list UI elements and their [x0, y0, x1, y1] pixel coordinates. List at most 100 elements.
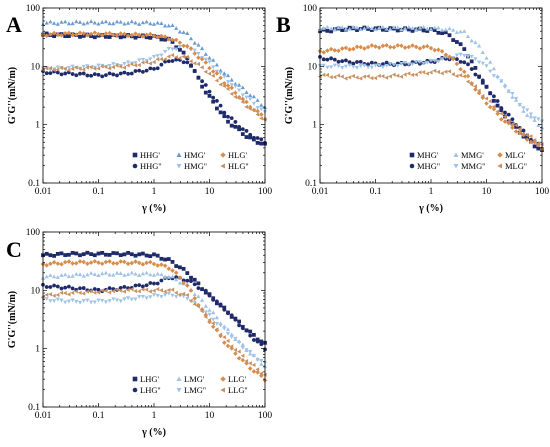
- legend-marker: [132, 163, 138, 169]
- data-point: [499, 79, 504, 84]
- data-point: [218, 323, 223, 328]
- legend-label: HHG'': [140, 161, 162, 171]
- data-point: [484, 85, 489, 89]
- y-tick-label: 10: [31, 286, 41, 296]
- data-point: [155, 293, 160, 298]
- data-point: [259, 358, 264, 363]
- data-point: [502, 114, 507, 119]
- data-point: [104, 252, 108, 257]
- data-point: [259, 371, 263, 376]
- data-point: [111, 297, 116, 302]
- data-point: [107, 35, 112, 39]
- data-point: [225, 338, 230, 344]
- data-point: [248, 135, 253, 140]
- data-point: [428, 27, 434, 31]
- data-point: [200, 79, 205, 84]
- data-point: [96, 290, 101, 295]
- data-point: [469, 38, 474, 43]
- data-point: [70, 290, 75, 295]
- data-point: [141, 251, 145, 256]
- data-point: [506, 120, 511, 126]
- data-point: [166, 291, 171, 296]
- x-tick-label: 100: [258, 411, 273, 421]
- data-point: [218, 302, 223, 307]
- data-point: [81, 286, 86, 290]
- data-point: [207, 317, 212, 323]
- data-point: [384, 26, 389, 31]
- data-point: [137, 295, 142, 299]
- data-point: [358, 44, 363, 50]
- data-point: [362, 46, 367, 51]
- data-point: [100, 288, 104, 293]
- data-point: [140, 57, 145, 62]
- data-point: [377, 63, 382, 68]
- data-point: [151, 33, 157, 39]
- data-point: [92, 30, 98, 35]
- data-point: [122, 70, 127, 75]
- data-point: [181, 30, 186, 35]
- data-point: [111, 21, 116, 26]
- data-point: [225, 86, 230, 91]
- data-point: [81, 33, 86, 38]
- data-point: [503, 110, 507, 115]
- legend-label: LLG': [228, 374, 247, 384]
- data-point: [321, 72, 326, 77]
- data-point: [240, 99, 245, 105]
- data-point: [211, 321, 215, 326]
- y-tick-label: 10: [31, 62, 41, 72]
- data-point: [502, 85, 508, 90]
- data-point: [192, 292, 197, 297]
- data-point: [336, 25, 341, 30]
- data-point: [366, 24, 371, 29]
- data-point: [480, 95, 486, 100]
- data-point: [63, 19, 68, 24]
- data-point: [78, 286, 82, 291]
- data-point: [340, 28, 345, 32]
- data-point: [391, 72, 396, 77]
- data-point: [55, 70, 60, 75]
- data-point: [85, 64, 90, 68]
- data-point: [365, 74, 370, 79]
- data-point: [126, 272, 131, 277]
- data-point: [502, 119, 508, 124]
- data-point: [62, 259, 68, 265]
- data-point: [237, 125, 242, 129]
- data-point: [177, 275, 183, 280]
- data-point: [214, 62, 219, 67]
- data-point: [174, 275, 179, 280]
- data-point: [329, 29, 333, 34]
- data-point: [66, 292, 71, 297]
- data-point: [325, 28, 330, 33]
- data-point: [66, 68, 71, 73]
- data-point: [229, 77, 234, 82]
- data-point: [380, 65, 385, 70]
- data-point: [96, 63, 101, 68]
- data-point: [144, 270, 149, 275]
- data-point: [66, 274, 71, 279]
- data-point: [366, 65, 371, 70]
- data-point: [225, 332, 231, 336]
- data-point: [122, 259, 127, 265]
- series-llgp: [40, 258, 268, 383]
- data-point: [225, 80, 231, 84]
- data-point: [506, 119, 511, 124]
- data-point: [81, 64, 86, 69]
- data-point: [233, 336, 238, 341]
- data-point: [211, 310, 216, 315]
- data-point: [339, 46, 345, 51]
- data-point: [96, 72, 101, 77]
- data-point: [129, 19, 134, 24]
- data-point: [78, 34, 82, 39]
- data-point: [365, 44, 371, 50]
- data-point: [55, 297, 60, 302]
- data-point: [469, 54, 474, 59]
- data-point: [236, 96, 241, 101]
- data-point: [214, 71, 220, 76]
- data-point: [373, 63, 378, 68]
- data-point: [96, 287, 101, 292]
- y-tick-label: 100: [26, 4, 41, 14]
- data-point: [103, 64, 108, 69]
- data-point: [207, 55, 212, 60]
- data-point: [458, 52, 463, 57]
